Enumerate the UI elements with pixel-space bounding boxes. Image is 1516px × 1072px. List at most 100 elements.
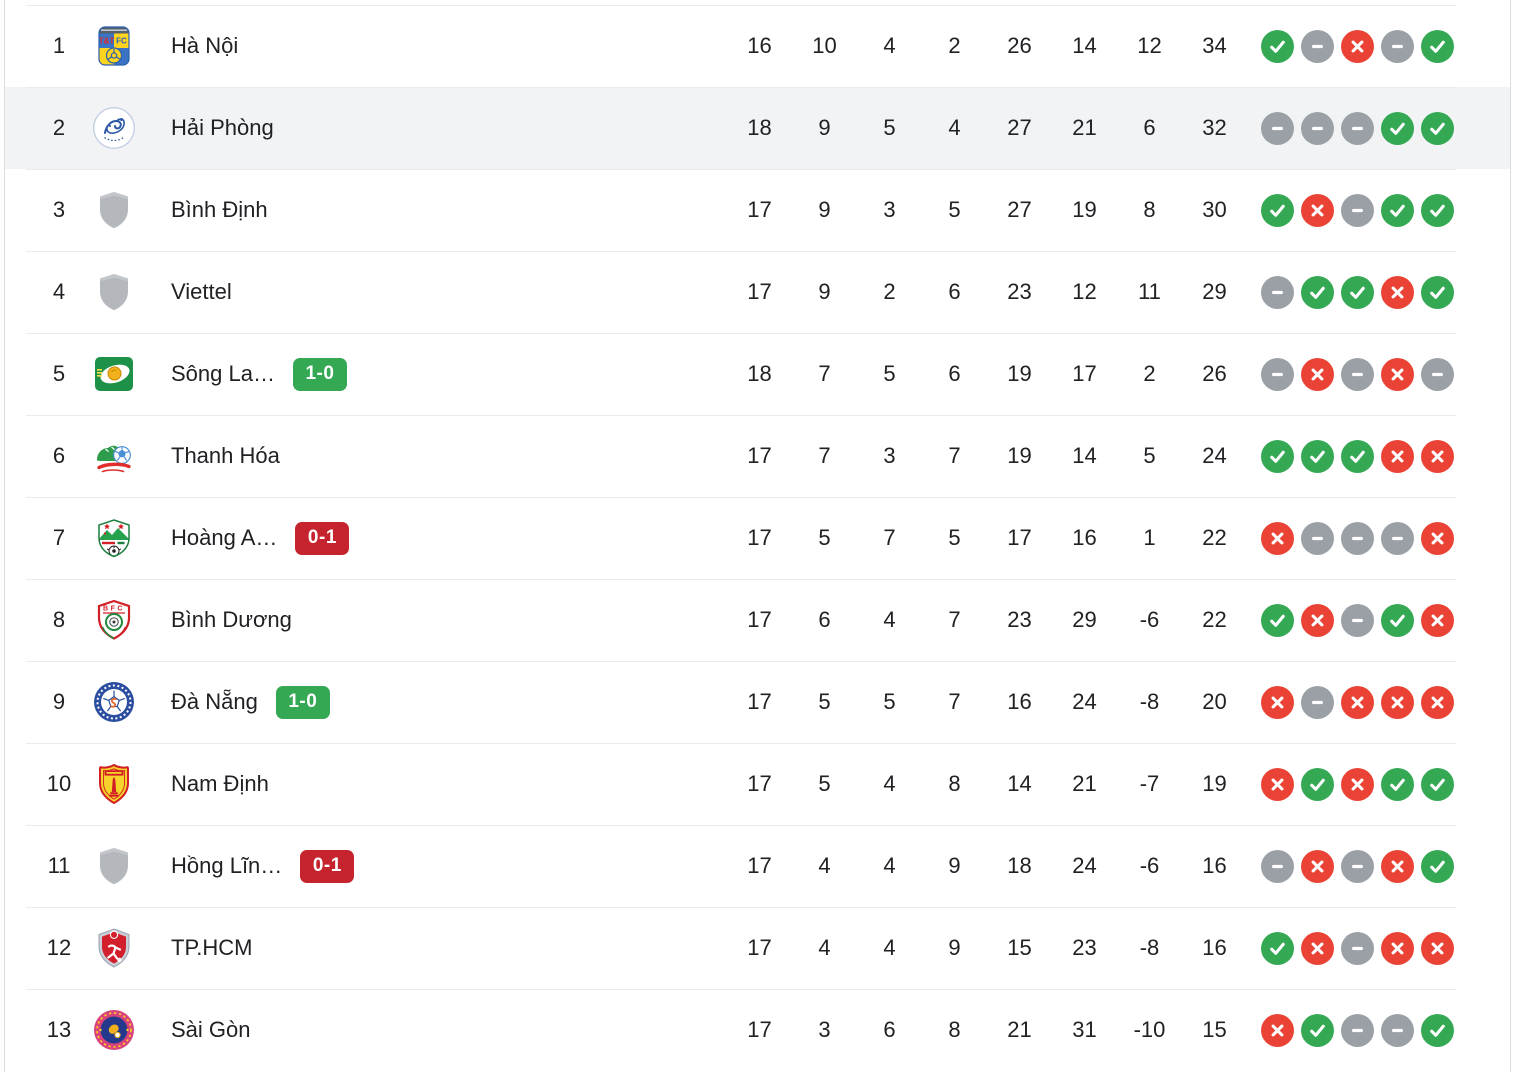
table-row-song-lam[interactable]: 5 Sông La… 1-0 18 7 5 6 19 17 2 26	[5, 333, 1510, 415]
draw-icon[interactable]	[1261, 111, 1294, 145]
loss-icon[interactable]	[1421, 931, 1454, 965]
draw-icon[interactable]	[1341, 111, 1374, 145]
loss-icon[interactable]	[1301, 357, 1334, 391]
win-icon[interactable]	[1381, 111, 1414, 145]
stat-l: 4	[948, 115, 961, 140]
table-row-hong-linh[interactable]: 11 Hồng Lĩn… 0-1 17 4 4 9 18 24 -6 16	[5, 825, 1510, 907]
loss-icon[interactable]	[1301, 849, 1334, 883]
draw-icon[interactable]	[1341, 849, 1374, 883]
table-row-hai-phong[interactable]: 2 Hải Phòng 18 9 5 4 27 21 6 32	[5, 87, 1510, 169]
team-name-cell: Sài Gòn	[136, 1017, 727, 1043]
win-icon[interactable]	[1301, 439, 1334, 473]
loss-icon[interactable]	[1421, 521, 1454, 555]
loss-icon[interactable]	[1421, 439, 1454, 473]
table-row-sai-gon[interactable]: 13 Sài Gòn 17 3 6 8 21 31 -10 15	[5, 989, 1510, 1071]
win-icon[interactable]	[1381, 193, 1414, 227]
draw-icon[interactable]	[1341, 521, 1374, 555]
stats-cells: 17 9 3 5 27 19 8 30	[727, 197, 1247, 223]
loss-icon[interactable]	[1381, 685, 1414, 719]
stats-cells: 17 4 4 9 18 24 -6 16	[727, 853, 1247, 879]
loss-icon[interactable]	[1381, 849, 1414, 883]
win-icon[interactable]	[1301, 1013, 1334, 1047]
table-row-thanh-hoa[interactable]: 6 Thanh Hóa 17 7 3 7 19 14 5 24	[5, 415, 1510, 497]
loss-icon[interactable]	[1301, 931, 1334, 965]
win-icon[interactable]	[1421, 767, 1454, 801]
team-logo-hong-linh	[92, 844, 136, 888]
loss-icon[interactable]	[1381, 931, 1414, 965]
score-badge[interactable]: 0-1	[295, 521, 350, 555]
draw-icon[interactable]	[1301, 111, 1334, 145]
win-icon[interactable]	[1421, 29, 1454, 63]
loss-icon[interactable]	[1381, 275, 1414, 309]
table-row-da-nang[interactable]: 9 Đà Nẵng 1-0 17 5 5 7 16 24 -8 20	[5, 661, 1510, 743]
draw-icon[interactable]	[1381, 1013, 1414, 1047]
win-icon[interactable]	[1421, 1013, 1454, 1047]
win-icon[interactable]	[1261, 603, 1294, 637]
position-number: 1	[52, 33, 66, 58]
loss-icon[interactable]	[1261, 685, 1294, 719]
table-row-binh-dinh[interactable]: 3 Bình Định 17 9 3 5 27 19 8 30	[5, 169, 1510, 251]
table-row-viettel[interactable]: 4 Viettel 17 9 2 6 23 12 11 29	[5, 251, 1510, 333]
win-icon[interactable]	[1421, 193, 1454, 227]
loss-icon[interactable]	[1341, 685, 1374, 719]
loss-icon[interactable]	[1421, 603, 1454, 637]
draw-icon[interactable]	[1381, 29, 1414, 63]
team-name: Hồng Lĩn…	[171, 853, 283, 878]
win-icon[interactable]	[1301, 275, 1334, 309]
draw-icon[interactable]	[1261, 849, 1294, 883]
stats-cells: 18 9 5 4 27 21 6 32	[727, 115, 1247, 141]
draw-icon[interactable]	[1301, 685, 1334, 719]
stat-l: 6	[948, 361, 961, 386]
win-icon[interactable]	[1261, 439, 1294, 473]
win-icon[interactable]	[1341, 439, 1374, 473]
win-icon[interactable]	[1421, 111, 1454, 145]
win-icon[interactable]	[1261, 29, 1294, 63]
loss-icon[interactable]	[1421, 685, 1454, 719]
win-icon[interactable]	[1301, 767, 1334, 801]
draw-icon[interactable]	[1341, 931, 1374, 965]
loss-icon[interactable]	[1261, 521, 1294, 555]
draw-icon[interactable]	[1261, 357, 1294, 391]
loss-icon[interactable]	[1301, 193, 1334, 227]
loss-icon[interactable]	[1381, 357, 1414, 391]
table-row-hoang-anh[interactable]: 7 Hoàng A… 0-1 17 5 7 5 17 16 1 22	[5, 497, 1510, 579]
loss-icon[interactable]	[1341, 29, 1374, 63]
table-row-nam-dinh[interactable]: 10 Nam Định 17 5 4 8 14 21 -7 19	[5, 743, 1510, 825]
stat-l: 7	[948, 443, 961, 468]
draw-icon[interactable]	[1381, 521, 1414, 555]
draw-icon[interactable]	[1341, 603, 1374, 637]
score-badge[interactable]: 1-0	[292, 357, 347, 391]
win-icon[interactable]	[1381, 767, 1414, 801]
table-row-tp-hcm[interactable]: 12 TP.HCM 17 4 4 9 15 23 -8 16	[5, 907, 1510, 989]
draw-icon[interactable]	[1341, 193, 1374, 227]
draw-icon[interactable]	[1341, 1013, 1374, 1047]
stat-gd: 6	[1143, 115, 1156, 140]
stat-gd: -8	[1139, 935, 1160, 960]
win-icon[interactable]	[1421, 849, 1454, 883]
loss-icon[interactable]	[1381, 439, 1414, 473]
win-icon[interactable]	[1381, 603, 1414, 637]
loss-icon[interactable]	[1301, 603, 1334, 637]
win-icon[interactable]	[1261, 931, 1294, 965]
stat-gf: 19	[1007, 443, 1032, 468]
win-icon[interactable]	[1341, 275, 1374, 309]
draw-icon[interactable]	[1421, 357, 1454, 391]
score-badge[interactable]: 1-0	[275, 685, 330, 719]
stat-w: 5	[818, 689, 831, 714]
score-badge[interactable]: 0-1	[300, 849, 355, 883]
win-icon[interactable]	[1421, 275, 1454, 309]
draw-icon[interactable]	[1301, 521, 1334, 555]
win-icon[interactable]	[1261, 193, 1294, 227]
table-row-ha-noi[interactable]: 1 T&T FC Hà Nội 16 10 4 2 26 14 12 34	[5, 5, 1510, 87]
draw-icon[interactable]	[1261, 275, 1294, 309]
stat-gf: 23	[1007, 607, 1032, 632]
draw-icon[interactable]	[1341, 357, 1374, 391]
stats-cells: 17 5 5 7 16 24 -8 20	[727, 689, 1247, 715]
draw-icon[interactable]	[1301, 29, 1334, 63]
loss-icon[interactable]	[1341, 767, 1374, 801]
loss-icon[interactable]	[1261, 1013, 1294, 1047]
stat-d: 4	[883, 607, 896, 632]
table-row-binh-duong[interactable]: 8 BFC Bình Dương 17 6 4 7 23 29 -6 22	[5, 579, 1510, 661]
stat-w: 3	[818, 1017, 831, 1042]
loss-icon[interactable]	[1261, 767, 1294, 801]
